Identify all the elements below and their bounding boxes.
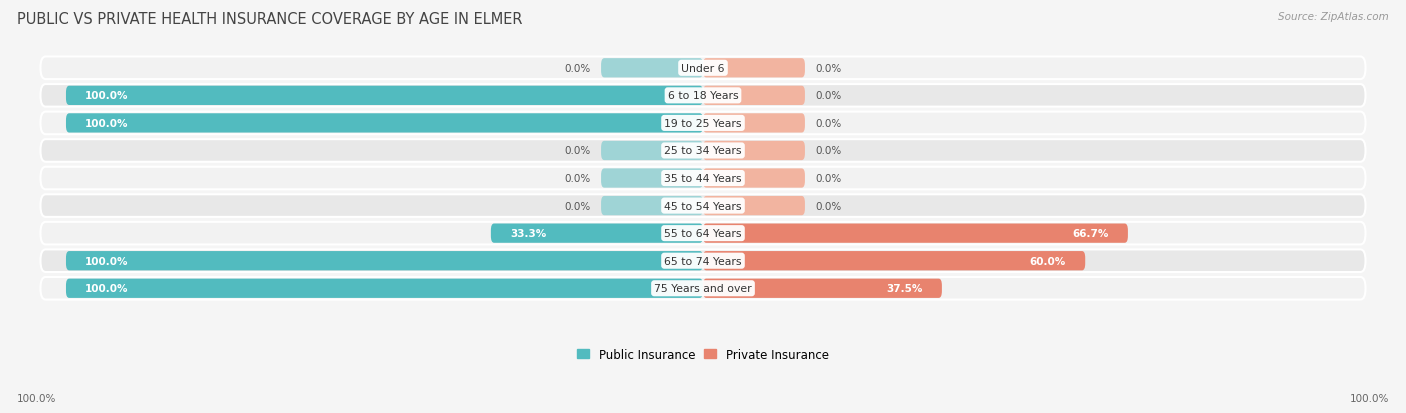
FancyBboxPatch shape	[703, 114, 804, 133]
FancyBboxPatch shape	[703, 86, 804, 106]
FancyBboxPatch shape	[703, 169, 804, 188]
FancyBboxPatch shape	[41, 250, 1365, 272]
Text: 0.0%: 0.0%	[565, 146, 591, 156]
Text: 19 to 25 Years: 19 to 25 Years	[664, 119, 742, 128]
FancyBboxPatch shape	[41, 112, 1365, 135]
FancyBboxPatch shape	[41, 167, 1365, 190]
FancyBboxPatch shape	[602, 197, 703, 216]
Text: 0.0%: 0.0%	[815, 201, 841, 211]
FancyBboxPatch shape	[41, 85, 1365, 107]
Text: 75 Years and over: 75 Years and over	[654, 284, 752, 294]
Text: 100.0%: 100.0%	[86, 119, 128, 128]
FancyBboxPatch shape	[703, 224, 1128, 243]
FancyBboxPatch shape	[41, 57, 1365, 80]
FancyBboxPatch shape	[602, 59, 703, 78]
FancyBboxPatch shape	[66, 114, 703, 133]
Text: 6 to 18 Years: 6 to 18 Years	[668, 91, 738, 101]
Text: 66.7%: 66.7%	[1073, 228, 1109, 239]
Text: PUBLIC VS PRIVATE HEALTH INSURANCE COVERAGE BY AGE IN ELMER: PUBLIC VS PRIVATE HEALTH INSURANCE COVER…	[17, 12, 523, 27]
Text: 100.0%: 100.0%	[86, 91, 128, 101]
Text: 37.5%: 37.5%	[886, 284, 922, 294]
Text: 25 to 34 Years: 25 to 34 Years	[664, 146, 742, 156]
Text: Under 6: Under 6	[682, 64, 724, 74]
Text: 100.0%: 100.0%	[86, 284, 128, 294]
FancyBboxPatch shape	[703, 279, 942, 298]
Text: 0.0%: 0.0%	[815, 146, 841, 156]
Text: 0.0%: 0.0%	[815, 119, 841, 128]
FancyBboxPatch shape	[41, 140, 1365, 162]
FancyBboxPatch shape	[703, 59, 804, 78]
FancyBboxPatch shape	[703, 142, 804, 161]
FancyBboxPatch shape	[66, 279, 703, 298]
Text: 0.0%: 0.0%	[815, 64, 841, 74]
Text: 0.0%: 0.0%	[815, 91, 841, 101]
FancyBboxPatch shape	[66, 252, 703, 271]
FancyBboxPatch shape	[491, 224, 703, 243]
Text: 45 to 54 Years: 45 to 54 Years	[664, 201, 742, 211]
Text: 0.0%: 0.0%	[565, 173, 591, 184]
Legend: Public Insurance, Private Insurance: Public Insurance, Private Insurance	[578, 348, 828, 361]
Text: 0.0%: 0.0%	[815, 173, 841, 184]
FancyBboxPatch shape	[66, 86, 703, 106]
Text: 0.0%: 0.0%	[565, 64, 591, 74]
Text: 55 to 64 Years: 55 to 64 Years	[664, 228, 742, 239]
Text: 100.0%: 100.0%	[17, 393, 56, 403]
FancyBboxPatch shape	[703, 197, 804, 216]
FancyBboxPatch shape	[41, 195, 1365, 217]
FancyBboxPatch shape	[602, 169, 703, 188]
FancyBboxPatch shape	[703, 252, 1085, 271]
FancyBboxPatch shape	[41, 222, 1365, 245]
Text: 33.3%: 33.3%	[510, 228, 546, 239]
FancyBboxPatch shape	[41, 277, 1365, 300]
Text: 100.0%: 100.0%	[86, 256, 128, 266]
Text: 100.0%: 100.0%	[1350, 393, 1389, 403]
Text: 65 to 74 Years: 65 to 74 Years	[664, 256, 742, 266]
FancyBboxPatch shape	[602, 142, 703, 161]
Text: 35 to 44 Years: 35 to 44 Years	[664, 173, 742, 184]
Text: 60.0%: 60.0%	[1029, 256, 1066, 266]
Text: 0.0%: 0.0%	[565, 201, 591, 211]
Text: Source: ZipAtlas.com: Source: ZipAtlas.com	[1278, 12, 1389, 22]
